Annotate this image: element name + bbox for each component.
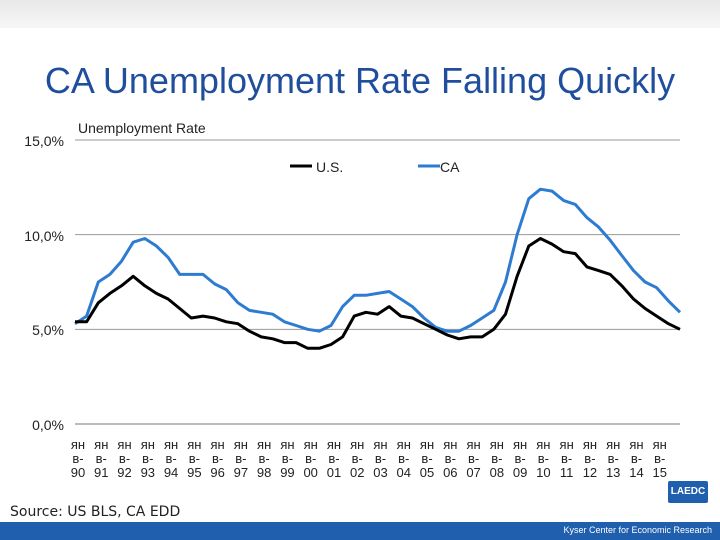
x-tick-label: ян в- 01 xyxy=(326,437,342,480)
x-tick-label: ян в- 08 xyxy=(489,437,505,480)
x-tick-label: ян в- 14 xyxy=(629,437,644,480)
y-tick-label: 10,0% xyxy=(24,228,64,244)
y-tick-label: 0,0% xyxy=(32,417,64,433)
x-tick-label: ян в- 11 xyxy=(559,437,574,480)
x-tick-label: ян в- 12 xyxy=(582,437,598,480)
x-tick-label: ян в- 09 xyxy=(512,437,528,480)
y-tick-label: 5,0% xyxy=(32,322,64,338)
y-tick-label: 15,0% xyxy=(24,133,64,149)
source-note: Source: US BLS, CA EDD xyxy=(10,504,181,520)
footer-credit: Kyser Center for Economic Research xyxy=(563,525,712,535)
x-tick-label: ян в- 07 xyxy=(466,437,481,480)
footer-bar: Kyser Center for Economic Research xyxy=(0,522,720,540)
x-tick-label: ян в- 13 xyxy=(605,437,621,480)
legend-us-label: U.S. xyxy=(316,159,343,175)
x-tick-label: ян в- 95 xyxy=(187,437,202,480)
x-tick-label: ян в- 94 xyxy=(163,437,179,480)
x-tick-label: ян в- 10 xyxy=(536,437,551,480)
top-bar xyxy=(0,0,720,28)
x-tick-label: ян в- 05 xyxy=(419,437,435,480)
x-tick-label: ян в- 90 xyxy=(70,437,86,480)
x-tick-label: ян в- 92 xyxy=(117,437,132,480)
series-line-ca xyxy=(74,187,682,333)
x-tick-label: ян в- 97 xyxy=(233,437,249,480)
x-tick-label: ян в- 15 xyxy=(652,437,667,480)
x-tick-label: ян в- 00 xyxy=(303,437,318,480)
x-tick-label: ян в- 04 xyxy=(396,437,411,480)
chart-title: Unemployment Rate xyxy=(78,120,206,136)
x-tick-label: ян в- 93 xyxy=(140,437,156,480)
x-tick-label: ян в- 03 xyxy=(373,437,388,480)
series-line-us xyxy=(75,237,681,350)
laedc-logo: LAEDC xyxy=(668,481,708,503)
slide-title: CA Unemployment Rate Falling Quickly xyxy=(44,60,676,101)
x-tick-label: ян в- 91 xyxy=(94,437,109,480)
x-tick-label: ян в- 99 xyxy=(280,437,295,480)
x-tick-label: ян в- 98 xyxy=(256,437,272,480)
x-tick-label: ян в- 02 xyxy=(349,437,365,480)
x-tick-label: ян в- 96 xyxy=(210,437,225,480)
legend-ca-label: CA xyxy=(440,159,460,175)
x-tick-label: ян в- 06 xyxy=(443,437,458,480)
